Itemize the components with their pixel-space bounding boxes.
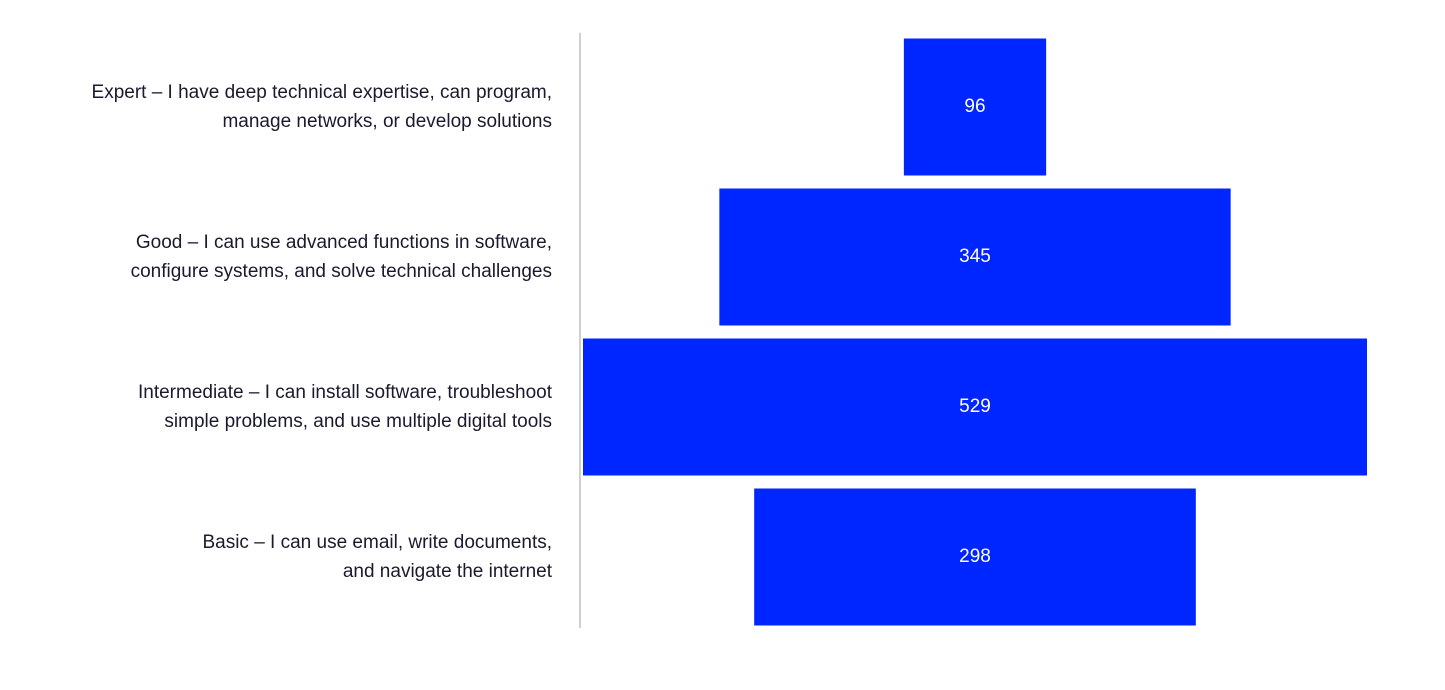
category-label: Good – I can use advanced functions in s…	[130, 232, 552, 282]
value-label: 298	[959, 546, 991, 567]
category-label: Basic – I can use email, write documents…	[202, 532, 552, 582]
category-label: Intermediate – I can install software, t…	[137, 382, 552, 432]
value-label: 529	[959, 396, 991, 417]
funnel-bar	[754, 488, 1196, 626]
funnel-bar	[719, 188, 1231, 326]
value-label: 345	[959, 246, 991, 267]
category-label: Expert – I have deep technical expertise…	[91, 82, 552, 132]
funnel-bar	[903, 38, 1047, 176]
value-label: 96	[964, 96, 985, 117]
funnel-bar	[583, 338, 1367, 476]
